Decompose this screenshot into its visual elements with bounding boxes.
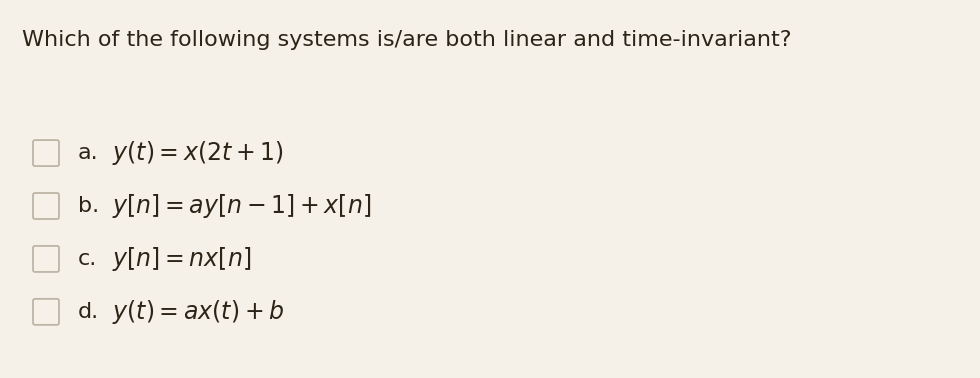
Text: c.: c. [78,249,97,269]
FancyBboxPatch shape [33,193,59,219]
Text: $y(t) = x(2t + 1)$: $y(t) = x(2t + 1)$ [112,139,284,167]
Text: Which of the following systems is/are both linear and time-invariant?: Which of the following systems is/are bo… [22,30,792,50]
Text: b.: b. [78,196,99,216]
FancyBboxPatch shape [33,140,59,166]
FancyBboxPatch shape [33,299,59,325]
Text: $y[n] = ay[n-1] + x[n]$: $y[n] = ay[n-1] + x[n]$ [112,192,371,220]
Text: $y[n] = nx[n]$: $y[n] = nx[n]$ [112,245,251,273]
Text: d.: d. [78,302,99,322]
Text: a.: a. [78,143,99,163]
Text: $y(t) = ax(t) + b$: $y(t) = ax(t) + b$ [112,298,284,326]
FancyBboxPatch shape [33,246,59,272]
